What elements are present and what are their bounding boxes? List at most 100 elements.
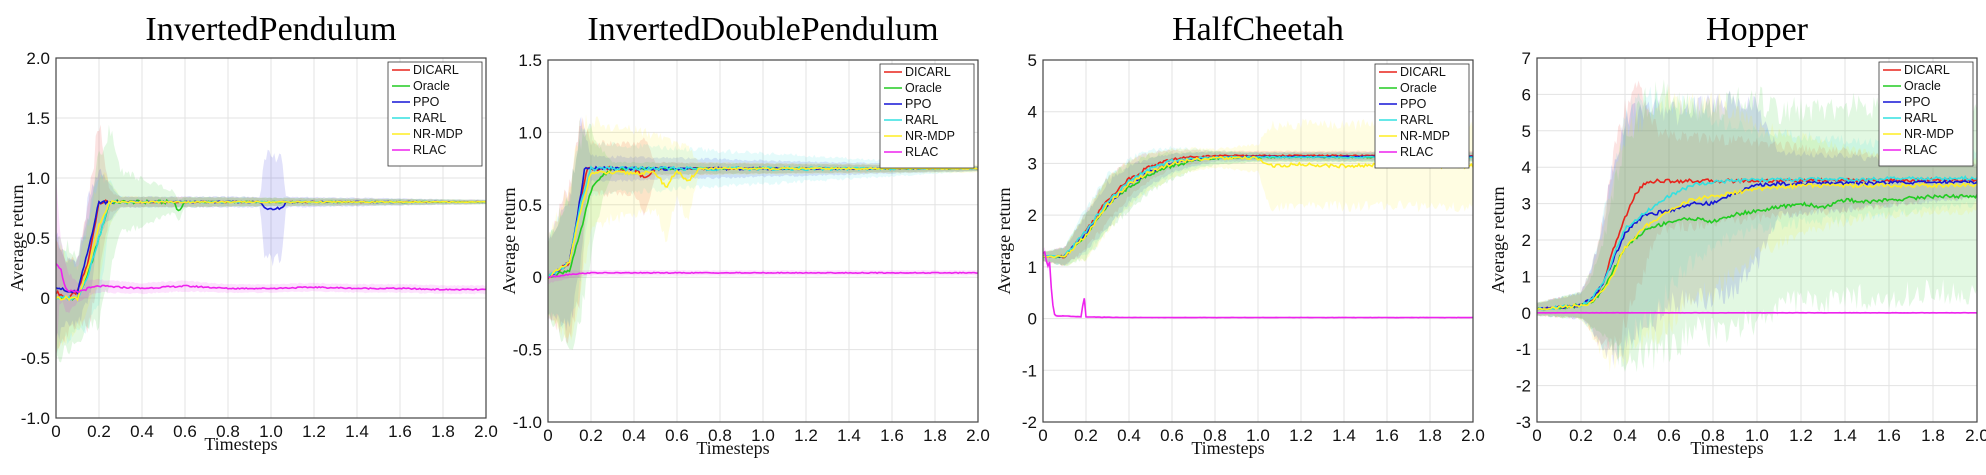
x-tick-label: 1.2 <box>1789 426 1813 445</box>
y-tick-label: -1 <box>1516 340 1531 359</box>
series-line <box>1043 250 1473 319</box>
plot-data <box>56 124 486 363</box>
legend-label: RARL <box>1904 111 1937 125</box>
y-tick-label: -1 <box>1022 361 1037 380</box>
y-tick-label: 0 <box>1028 310 1037 329</box>
y-axis-label: Average return <box>1488 186 1508 293</box>
y-axis-label: Average return <box>7 184 27 291</box>
y-tick-label: 4 <box>1522 158 1531 177</box>
y-tick-label: 0 <box>41 289 50 308</box>
x-tick-label: 1.6 <box>388 422 412 441</box>
x-tick-label: 0 <box>1532 426 1541 445</box>
chart-panel: InvertedDoublePendulum 0 0.2 0.4 0.6 0.8 1.0 1.… <box>492 0 990 475</box>
y-tick-label: -0.5 <box>21 349 50 368</box>
legend-box <box>1374 63 1470 169</box>
legend-label: Oracle <box>1904 79 1941 93</box>
x-tick-label: 0.2 <box>87 422 111 441</box>
series-band <box>56 149 486 340</box>
chart-svg: Hopper 0 0.2 0.4 0.6 0.8 1.0 1.2 1.4 1.6 1.8 2.0 -3 -… <box>1488 11 1986 458</box>
y-tick-label: 1 <box>1522 267 1531 286</box>
x-tick-label: 2.0 <box>474 422 498 441</box>
x-tick-label: 1.4 <box>345 422 369 441</box>
y-tick-label: 2.0 <box>26 49 50 68</box>
x-tick-label: 0.6 <box>665 426 689 445</box>
series-band <box>56 172 486 354</box>
x-tick-label: 1.8 <box>1418 426 1442 445</box>
x-tick-label: 1.0 <box>1745 426 1769 445</box>
y-tick-label: 2 <box>1028 206 1037 225</box>
y-tick-label: 3 <box>1028 154 1037 173</box>
y-tick-label: -1.0 <box>21 409 50 428</box>
series-line <box>1537 193 1977 311</box>
chart-panel: Hopper 0 0.2 0.4 0.6 0.8 1.0 1.2 1.4 1.6 1.8 2.0 -3 -… <box>1487 0 1986 475</box>
y-tick-label: 0 <box>1522 304 1531 323</box>
plot-frame <box>1536 57 1978 423</box>
x-tick-label: 1.2 <box>1289 426 1313 445</box>
chart-svg: HalfCheetah 0 0.2 0.4 0.6 0.8 1.0 1.2 1.4 1.6 1.8 2… <box>994 11 1485 458</box>
legend-label: DICARL <box>413 63 459 77</box>
plot-frame <box>547 59 979 423</box>
series-band <box>1043 151 1473 266</box>
x-tick-label: 0.2 <box>1074 426 1098 445</box>
legend: DICARL Oracle PPO RARL NR-MDP RLAC <box>879 63 975 169</box>
legend-label: DICARL <box>1400 65 1446 79</box>
x-tick-label: 1.0 <box>1246 426 1270 445</box>
x-tick-label: 0.8 <box>708 426 732 445</box>
legend-label: RARL <box>905 113 938 127</box>
legend-box <box>387 61 483 167</box>
legend-label: RLAC <box>413 143 446 157</box>
x-tick-label: 1.4 <box>837 426 861 445</box>
x-tick-label: 0 <box>51 422 60 441</box>
legend-label: Oracle <box>413 79 450 93</box>
x-tick-label: 0.4 <box>1117 426 1141 445</box>
plot-frame <box>55 57 487 419</box>
y-axis-label: Average return <box>994 187 1014 294</box>
y-tick-label: 0.5 <box>26 229 50 248</box>
x-tick-label: 1.4 <box>1332 426 1356 445</box>
x-axis-label: Timesteps <box>204 434 277 454</box>
legend-label: NR-MDP <box>1904 127 1954 141</box>
series-line <box>1537 176 1977 311</box>
series-band <box>548 127 978 329</box>
legend-label: PPO <box>1400 97 1427 111</box>
legend-label: RLAC <box>905 145 938 159</box>
y-tick-label: 1 <box>1028 258 1037 277</box>
chart-panel: InvertedPendulum 0 0.2 0.4 0.6 0.8 1.0 1.2 1.4 1.… <box>0 0 498 475</box>
legend-label: NR-MDP <box>413 127 463 141</box>
legend-label: Oracle <box>905 81 942 95</box>
legend-label: DICARL <box>1904 63 1950 77</box>
y-tick-label: 0.5 <box>518 196 542 215</box>
chart-title: InvertedPendulum <box>145 11 396 48</box>
chart-panel: HalfCheetah 0 0.2 0.4 0.6 0.8 1.0 1.2 1.4 1.6 1.8 2… <box>987 0 1487 475</box>
chart-title: InvertedDoublePendulum <box>587 11 938 48</box>
x-axis-label: Timesteps <box>696 438 769 458</box>
y-tick-label: -1.0 <box>513 413 542 432</box>
series-band <box>1537 79 1977 373</box>
legend: DICARL Oracle PPO RARL NR-MDP RLAC <box>387 61 483 167</box>
series-band <box>1043 149 1473 266</box>
series-line <box>56 199 486 302</box>
x-tick-label: 0.2 <box>579 426 603 445</box>
legend-label: RLAC <box>1904 143 1937 157</box>
x-tick-label: 1.8 <box>923 426 947 445</box>
y-tick-label: 5 <box>1028 51 1037 70</box>
legend-label: PPO <box>905 97 932 111</box>
x-tick-label: 0.4 <box>130 422 154 441</box>
x-tick-label: 2.0 <box>966 426 990 445</box>
series-band <box>548 114 978 341</box>
y-tick-label: 7 <box>1522 49 1531 68</box>
series-band <box>1537 86 1977 359</box>
x-tick-label: 1.0 <box>259 422 283 441</box>
chart-svg: InvertedPendulum 0 0.2 0.4 0.6 0.8 1.0 1.2 1.4 1.… <box>7 11 498 454</box>
x-tick-label: 2.0 <box>1461 426 1485 445</box>
series-line <box>548 271 978 279</box>
x-tick-label: 0.4 <box>1613 426 1637 445</box>
legend-label: RARL <box>1400 113 1433 127</box>
series-line <box>1537 182 1977 311</box>
y-tick-label: 1.5 <box>26 109 50 128</box>
legend-label: RARL <box>413 111 446 125</box>
y-tick-label: 5 <box>1522 122 1531 141</box>
series-line <box>548 166 978 280</box>
legend-box <box>879 63 975 169</box>
x-tick-label: 0.4 <box>622 426 646 445</box>
